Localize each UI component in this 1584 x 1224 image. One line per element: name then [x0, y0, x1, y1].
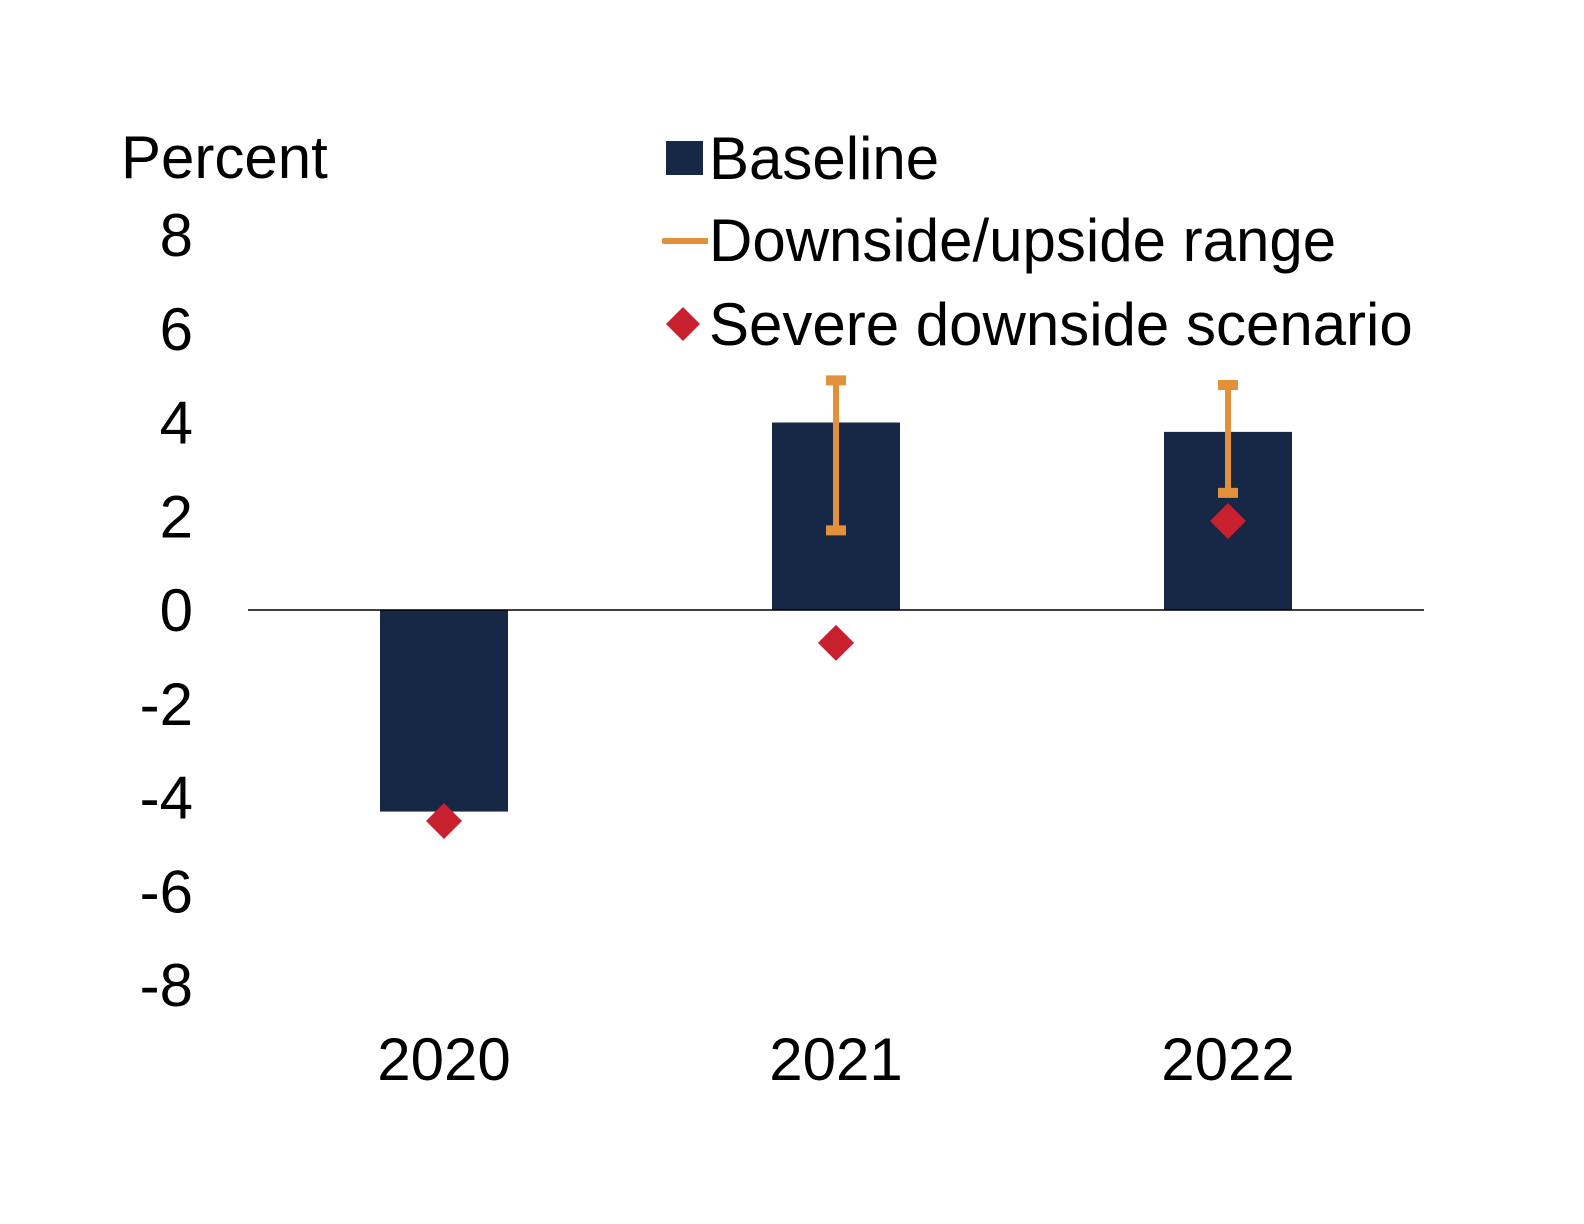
legend-item-range: Downside/upside range [662, 208, 1482, 278]
y-tick-label: 8 [160, 202, 193, 269]
legend-item-baseline: Baseline [662, 126, 1482, 196]
legend-swatch-severe [666, 307, 700, 341]
legend-swatch-range [662, 238, 708, 244]
y-axis-title: Percent [121, 124, 328, 191]
y-tick-label: -4 [140, 765, 193, 832]
y-tick-label: 2 [160, 483, 193, 550]
y-tick-label: 4 [160, 390, 193, 457]
x-tick-label: 2020 [377, 1026, 510, 1093]
marker-severe-2022 [1210, 502, 1246, 539]
legend-baseline-square [666, 141, 703, 175]
y-tick-label: 0 [160, 577, 193, 644]
legend-swatch-baseline [666, 141, 703, 175]
y-tick-label: -6 [140, 858, 193, 925]
marker-severe-2021 [818, 624, 854, 661]
marker-severe-2020 [426, 802, 462, 839]
legend-severe-diamond [666, 307, 700, 341]
legend-item-severe: Severe downside scenario [662, 292, 1482, 362]
legend-label-baseline: Baseline [709, 125, 940, 192]
legend-label-severe: Severe downside scenario [709, 291, 1413, 358]
y-tick-label: -8 [140, 952, 193, 1019]
bar-baseline-2020 [380, 610, 508, 812]
y-tick-label: -2 [140, 671, 193, 738]
y-tick-label: 6 [160, 296, 193, 363]
x-tick-label: 2022 [1161, 1026, 1294, 1093]
legend-label-range: Downside/upside range [709, 207, 1337, 274]
x-tick-label: 2021 [769, 1026, 902, 1093]
